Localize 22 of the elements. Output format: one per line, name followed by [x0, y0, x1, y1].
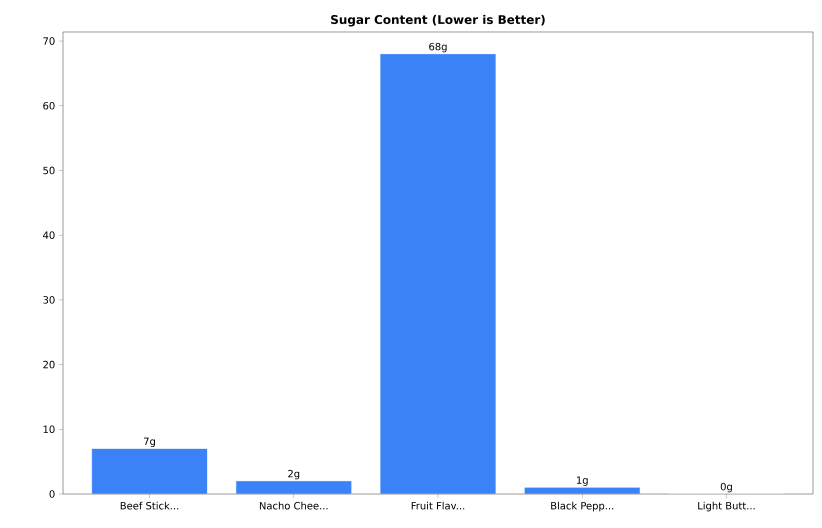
- data-label: 1g: [577, 476, 588, 486]
- data-label: 2g: [288, 470, 300, 480]
- y-tick-label: 50: [43, 166, 55, 174]
- y-tick-label: 40: [43, 231, 55, 239]
- x-tick-label: Nacho Chee...: [260, 502, 328, 510]
- chart-title: Sugar Content (Lower is Better): [331, 14, 545, 26]
- x-tick-label: Beef Stick...: [120, 502, 178, 510]
- x-tick-label: Black Pepp...: [551, 502, 614, 512]
- y-tick-label: 70: [43, 37, 55, 45]
- y-tick-label: 10: [44, 426, 55, 434]
- bar: [380, 54, 496, 494]
- data-label: 68g: [429, 42, 447, 52]
- y-tick-label: 30: [43, 296, 55, 304]
- data-label: 0g: [720, 482, 732, 492]
- data-label: 7g: [144, 438, 155, 448]
- y-tick-label: 20: [43, 360, 55, 368]
- x-tick-label: Light Butt...: [698, 502, 755, 512]
- x-tick-label: Fruit Flav...: [412, 502, 464, 510]
- bar: [236, 481, 352, 494]
- bar: [92, 448, 208, 494]
- y-tick-label: 60: [43, 102, 55, 110]
- y-tick-label: 0: [50, 490, 55, 498]
